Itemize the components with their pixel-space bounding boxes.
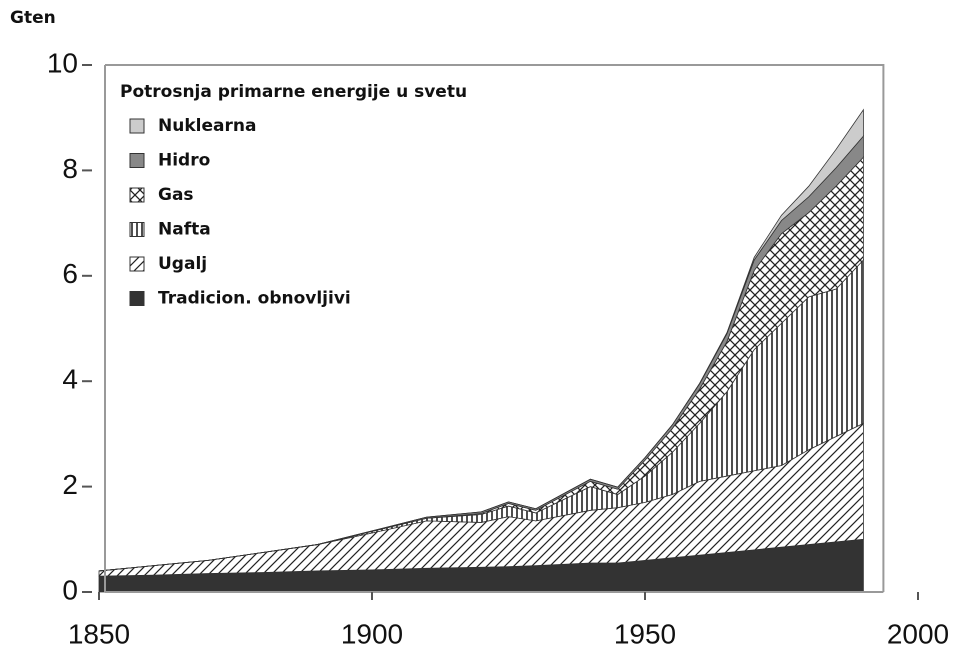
legend-swatch xyxy=(130,154,144,168)
chart: Gten Potrosnja primarne energije u svetu… xyxy=(0,0,961,653)
y-tick-label: 2 xyxy=(62,469,78,500)
y-tick-label: 10 xyxy=(47,47,78,78)
legend-title: Potrosnja primarne energije u svetu xyxy=(120,82,467,102)
legend-swatch xyxy=(130,188,144,202)
legend-label: Tradicion. obnovljivi xyxy=(158,289,351,309)
legend-label: Nuklearna xyxy=(158,116,256,136)
x-tick-label: 1900 xyxy=(341,618,403,649)
legend-swatch xyxy=(130,119,144,133)
y-tick-label: 4 xyxy=(62,364,78,395)
legend-swatch xyxy=(130,257,144,271)
legend-swatch xyxy=(130,292,144,306)
y-tick-label: 8 xyxy=(62,153,78,184)
x-tick-label: 2000 xyxy=(887,618,949,649)
x-tick-label: 1850 xyxy=(68,618,130,649)
x-tick-label: 1950 xyxy=(614,618,676,649)
y-tick-label: 0 xyxy=(62,574,78,605)
y-axis-label: Gten xyxy=(10,8,56,28)
legend-swatch xyxy=(130,223,144,237)
legend-label: Hidro xyxy=(158,151,210,171)
legend-label: Ugalj xyxy=(158,254,207,274)
legend-label: Gas xyxy=(158,185,194,205)
y-tick-label: 6 xyxy=(62,258,78,289)
legend-label: Nafta xyxy=(158,220,211,240)
